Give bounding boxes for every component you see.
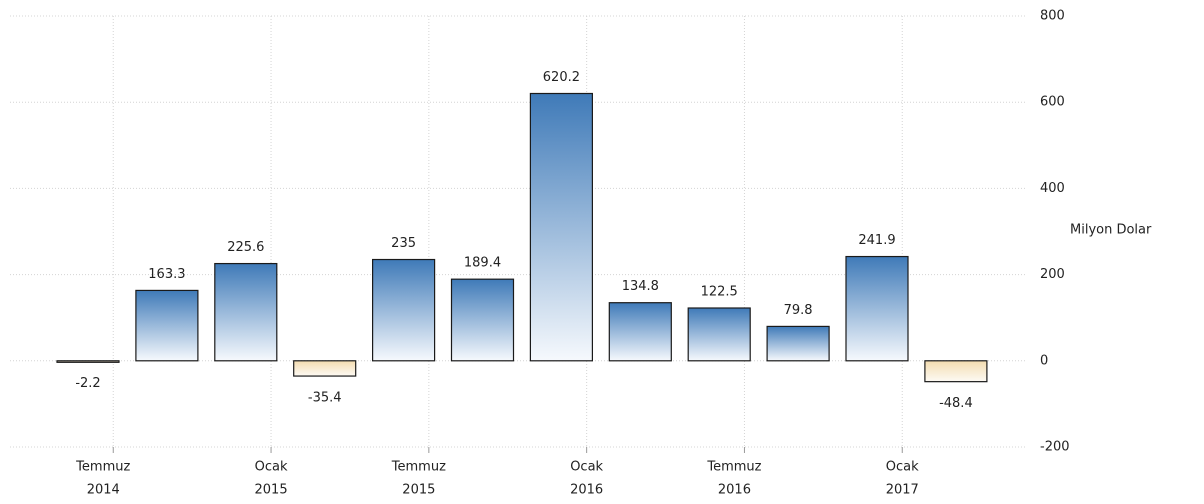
y-tick-label: -200 <box>1040 440 1070 455</box>
x-tick-label: Ocak <box>255 460 288 475</box>
x-tick-label: Ocak <box>886 460 919 475</box>
x-tick-label: 2016 <box>718 483 751 498</box>
data-label: 122.5 <box>701 285 738 300</box>
bar <box>56 360 120 363</box>
x-tick-label: Temmuz <box>75 460 130 475</box>
data-label: -35.4 <box>308 391 342 406</box>
data-label: 163.3 <box>148 267 185 282</box>
data-label: 241.9 <box>858 233 895 248</box>
bar <box>924 360 988 383</box>
y-tick-label: 600 <box>1040 95 1065 110</box>
y-tick-label: 0 <box>1040 353 1048 368</box>
bar <box>450 278 515 362</box>
data-label: 189.4 <box>464 256 501 271</box>
x-tick-label: 2015 <box>402 483 435 498</box>
bar <box>845 255 909 362</box>
x-tick-label: Temmuz <box>391 460 446 475</box>
data-label: -48.4 <box>939 396 973 411</box>
data-label: -2.2 <box>75 376 100 391</box>
data-label: 79.8 <box>784 303 813 318</box>
bar <box>372 258 436 362</box>
bar <box>529 92 594 362</box>
x-tick-label: Ocak <box>570 460 603 475</box>
data-label: 235 <box>391 236 416 251</box>
bar <box>608 302 672 362</box>
x-tick-label: 2017 <box>886 483 919 498</box>
y-tick-label: 200 <box>1040 267 1065 282</box>
y-axis-label: Milyon Dolar <box>1070 223 1152 238</box>
x-tick-label: 2014 <box>87 483 120 498</box>
x-tick-label: Temmuz <box>706 460 761 475</box>
data-label: 225.6 <box>227 240 264 255</box>
bar <box>293 360 357 377</box>
y-tick-label: 800 <box>1040 9 1065 24</box>
bar <box>766 325 830 362</box>
data-label: 134.8 <box>622 279 659 294</box>
x-tick-label: 2016 <box>570 483 603 498</box>
bar <box>214 262 278 362</box>
y-tick-label: 400 <box>1040 181 1065 196</box>
bar <box>135 289 199 362</box>
data-label: 620.2 <box>543 70 580 85</box>
bar <box>687 307 751 362</box>
x-tick-label: 2015 <box>255 483 288 498</box>
